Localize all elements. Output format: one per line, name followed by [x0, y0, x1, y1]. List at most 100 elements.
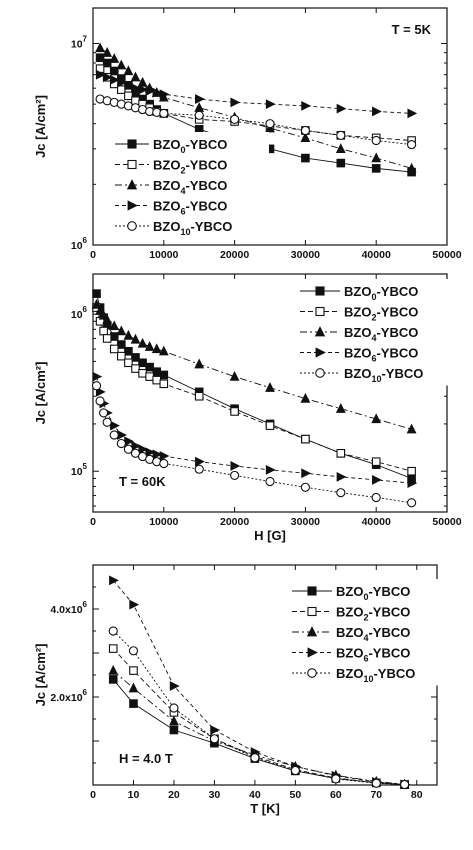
x-tick-label: 0: [90, 249, 96, 261]
legend-subscript: 0: [363, 592, 368, 602]
data-point: [95, 53, 105, 63]
data-point: [265, 119, 275, 129]
data-point: [230, 114, 240, 125]
x-tick-label: 80: [411, 789, 423, 801]
y-axis-label: Jc [A/cm²]: [33, 644, 48, 707]
data-point: [117, 77, 127, 88]
legend-base: BZO: [153, 158, 180, 173]
data-point: [300, 132, 311, 143]
legend-base: BZO: [336, 625, 363, 640]
legend-marker: [127, 159, 137, 170]
data-point: [109, 332, 119, 341]
legend-entry: BZO4-YBCO: [344, 325, 418, 343]
data-point: [123, 329, 134, 340]
data-point: [102, 58, 112, 68]
data-point: [230, 470, 240, 481]
data-point: [109, 344, 119, 354]
x-axis-label: T [K]: [250, 801, 280, 816]
data-point: [109, 430, 119, 440]
data-point: [265, 99, 276, 110]
data-point: [209, 734, 220, 744]
x-tick-label: 20000: [220, 249, 249, 261]
legend-marker: [315, 368, 325, 378]
x-tick-label: 60: [330, 789, 342, 801]
legend-entry: BZO2-YBCO: [336, 605, 410, 623]
data-point: [194, 464, 204, 474]
data-point: [407, 466, 416, 476]
x-tick-label: 30000: [291, 249, 320, 261]
legend-marker: [127, 139, 137, 149]
data-point: [230, 461, 241, 471]
x-tick-label: 50000: [432, 516, 461, 528]
data-point: [230, 407, 239, 416]
data-point: [407, 498, 417, 508]
data-point: [131, 83, 142, 94]
data-point: [95, 42, 105, 53]
series-line: [99, 47, 412, 169]
data-point: [129, 599, 140, 610]
y-tick-exponent: 6: [83, 688, 88, 697]
data-point: [336, 449, 346, 458]
data-point: [117, 340, 126, 349]
data-point: [138, 444, 149, 455]
data-point: [152, 367, 162, 376]
data-point: [230, 97, 241, 108]
data-point: [210, 725, 221, 735]
plot-frame: [92, 7, 448, 246]
legend-suffix: -YBCO: [368, 646, 410, 661]
legend-subscript: 4: [180, 186, 185, 196]
data-point: [108, 626, 118, 636]
data-point: [371, 457, 381, 466]
legend-base: BZO: [153, 219, 180, 234]
legend-base: BZO: [153, 178, 180, 193]
data-point: [371, 152, 382, 163]
data-point: [117, 85, 126, 94]
data-point: [108, 644, 118, 653]
data-point: [406, 162, 417, 173]
legend-base: BZO: [336, 646, 363, 661]
data-point: [159, 370, 169, 380]
data-point: [152, 375, 162, 385]
data-point: [195, 94, 205, 104]
data-point: [91, 381, 102, 391]
legend-subscript: 2: [363, 613, 368, 623]
series-line: [112, 670, 405, 785]
plot-frame: [92, 273, 448, 513]
data-point: [145, 362, 154, 372]
x-tick-label: 30: [209, 789, 221, 801]
legend-marker: [315, 347, 326, 358]
legend-suffix: -YBCO: [185, 158, 227, 173]
data-point: [137, 76, 148, 87]
data-point: [109, 53, 120, 63]
data-point: [300, 392, 311, 403]
data-point: [301, 101, 312, 111]
data-point: [159, 451, 170, 461]
data-point: [131, 440, 142, 451]
legend-suffix: -YBCO: [376, 284, 418, 299]
data-point: [335, 143, 346, 154]
legend-base: BZO: [344, 366, 371, 381]
data-point: [250, 753, 260, 763]
x-tick-label: 50000: [432, 249, 461, 261]
legend-subscript: 10: [363, 674, 373, 684]
data-point: [145, 447, 156, 458]
series-bzo4: [91, 298, 417, 434]
x-tick-label: 40000: [362, 516, 391, 528]
data-point: [123, 444, 133, 454]
legend-marker: [315, 286, 325, 296]
data-point: [95, 396, 105, 406]
legend-subscript: 6: [363, 654, 368, 664]
data-point: [99, 408, 109, 418]
data-point: [265, 476, 275, 487]
data-point: [371, 778, 381, 788]
series-bzo2: [92, 303, 416, 476]
data-point: [169, 715, 179, 726]
data-point: [159, 89, 170, 100]
legend-suffix: -YBCO: [381, 366, 423, 381]
legend-marker: [126, 179, 138, 190]
data-point: [152, 449, 163, 460]
data-point: [91, 298, 102, 309]
data-point: [116, 438, 126, 449]
data-point: [99, 326, 108, 336]
